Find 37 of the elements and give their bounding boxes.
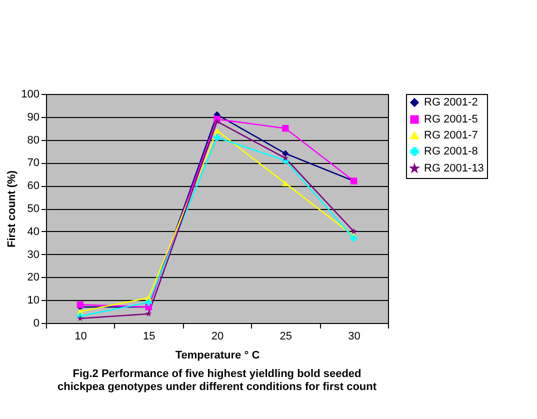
x-tick-label: 10 [74, 330, 87, 342]
point [145, 310, 152, 317]
y-tick-label: 30 [27, 248, 40, 261]
y-tick-label: 50 [27, 203, 40, 215]
text: chickpea genotypes under different conditions for first count [57, 381, 377, 393]
point [350, 234, 358, 242]
y-tick-label: 10 [27, 294, 40, 307]
y-tick-label: 40 [27, 226, 40, 238]
y-tick-label: 60 [27, 180, 40, 192]
legend-label: RG 2001-5 [424, 114, 478, 126]
x-tick-label: 30 [348, 330, 360, 342]
y-tick-label: 90 [27, 111, 40, 124]
point [282, 124, 289, 132]
point [350, 228, 357, 234]
caption: Fig.2 Performance of five highest yieldling bold seeded [72, 368, 362, 380]
x-tick-label: 20 [211, 330, 224, 342]
legend-label: RG 2001-8 [424, 146, 478, 158]
point [214, 134, 220, 141]
y-axis-title: First count (%) [6, 170, 18, 248]
point [145, 299, 152, 306]
y-tick-label: 80 [27, 134, 40, 146]
point [77, 315, 84, 322]
legend-label: RG 2001-2 [424, 96, 478, 108]
y-tick-label: 100 [21, 88, 40, 100]
point [282, 154, 289, 161]
legend-label: RG 2001-7 [424, 130, 478, 142]
point [76, 301, 84, 308]
point [282, 180, 289, 186]
point [214, 128, 220, 134]
x-tick-label: 25 [280, 330, 292, 342]
y-tick-label: 20 [27, 272, 40, 284]
x-tick-label: 15 [142, 330, 156, 342]
y-tick-label: 70 [27, 157, 40, 170]
point [214, 118, 220, 124]
legend-label: RG 2001-13 [424, 162, 484, 174]
x-axis-title: Temperature ° C [175, 350, 260, 362]
y-tick-label: 0 [33, 318, 40, 330]
